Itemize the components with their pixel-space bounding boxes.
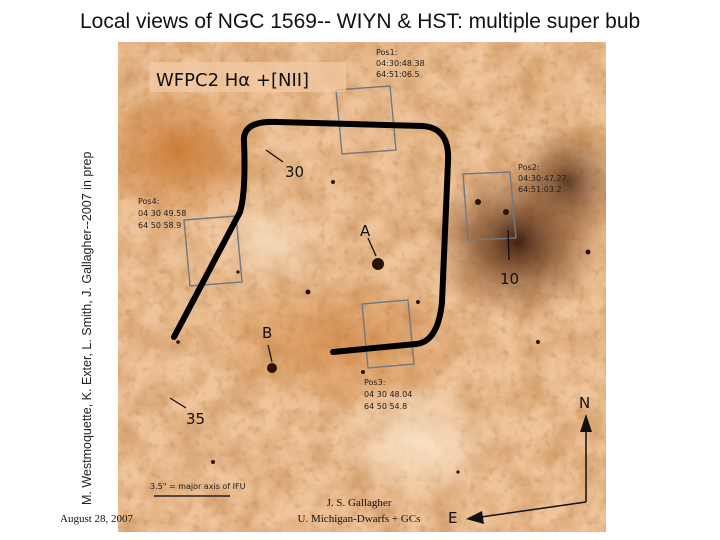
pos2-name: Pos2: [518,163,539,172]
pos3-ra: 04 30 48.04 [364,390,412,399]
pointer-a [367,237,377,257]
pos1-name: Pos1: [376,48,397,57]
star [416,300,420,304]
filter-label: WFPC2 Hα +[NII] [156,70,309,91]
label-30: 30 [285,163,304,181]
pos1-box [335,85,397,155]
star [536,340,540,344]
compass-north: N [579,394,590,412]
star [503,209,509,215]
north-arrow-head [580,414,592,432]
pos2-dec: 64:51:03.2 [518,185,562,194]
pointer-b [267,344,273,363]
pos4-dec: 64 50 58.9 [138,221,181,230]
pos2-ra: 04:30:47.27 [518,174,567,183]
scale-note: 3.5" = major axis of IFU [150,482,246,491]
pointer-lines [169,149,510,409]
slide-title: Local views of NGC 1569-- WIYN & HST: mu… [80,10,641,33]
pos2-box [462,171,517,241]
nebula-svg: WFPC2 Hα +[NII] Pos1: 04:30:48.38 64:51:… [118,42,606,532]
pos4-box [183,215,243,287]
star [585,249,591,255]
star [176,340,180,344]
author-credit: M. Westmoquette, K. Exter, L. Smith, J. … [80,151,94,505]
star [372,258,384,270]
label-10: 10 [500,270,519,288]
star [475,199,481,205]
star [267,363,277,373]
pos3-name: Pos3: [364,378,385,387]
pointer-30 [265,149,284,163]
east-arrow-line [473,501,587,519]
compass-east: E [448,509,457,527]
pointer-10 [507,229,510,261]
nebula-image: WFPC2 Hα +[NII] Pos1: 04:30:48.38 64:51:… [118,42,606,532]
label-b: B [262,324,272,342]
footer-affiliation: U. Michigan-Dwarfs + GCs [298,513,421,525]
emission-region [118,82,268,222]
pos4-name: Pos4: [138,197,159,206]
pos1-dec: 64:51:06.5 [376,70,420,79]
pos4-ra: 04 30 49.58 [138,209,186,218]
bubble-outline [171,118,452,355]
compass-arrows [466,414,592,524]
emission-region [508,122,606,242]
bright-region [338,382,498,502]
east-arrow-head [466,511,484,524]
label-35: 35 [186,410,205,428]
filter-label-bg [150,62,346,92]
pos3-dec: 64 50 54.8 [364,402,407,411]
pos1-ra: 04:30:48.38 [376,59,425,68]
star [211,460,215,464]
star [305,289,311,295]
slide-date: August 28, 2007 [60,513,134,525]
label-a: A [360,222,371,240]
footer-author: J. S. Gallagher [327,497,392,509]
star [331,180,335,184]
pointer-35 [169,397,187,409]
star [361,370,365,374]
star [236,270,240,274]
star [456,470,460,474]
